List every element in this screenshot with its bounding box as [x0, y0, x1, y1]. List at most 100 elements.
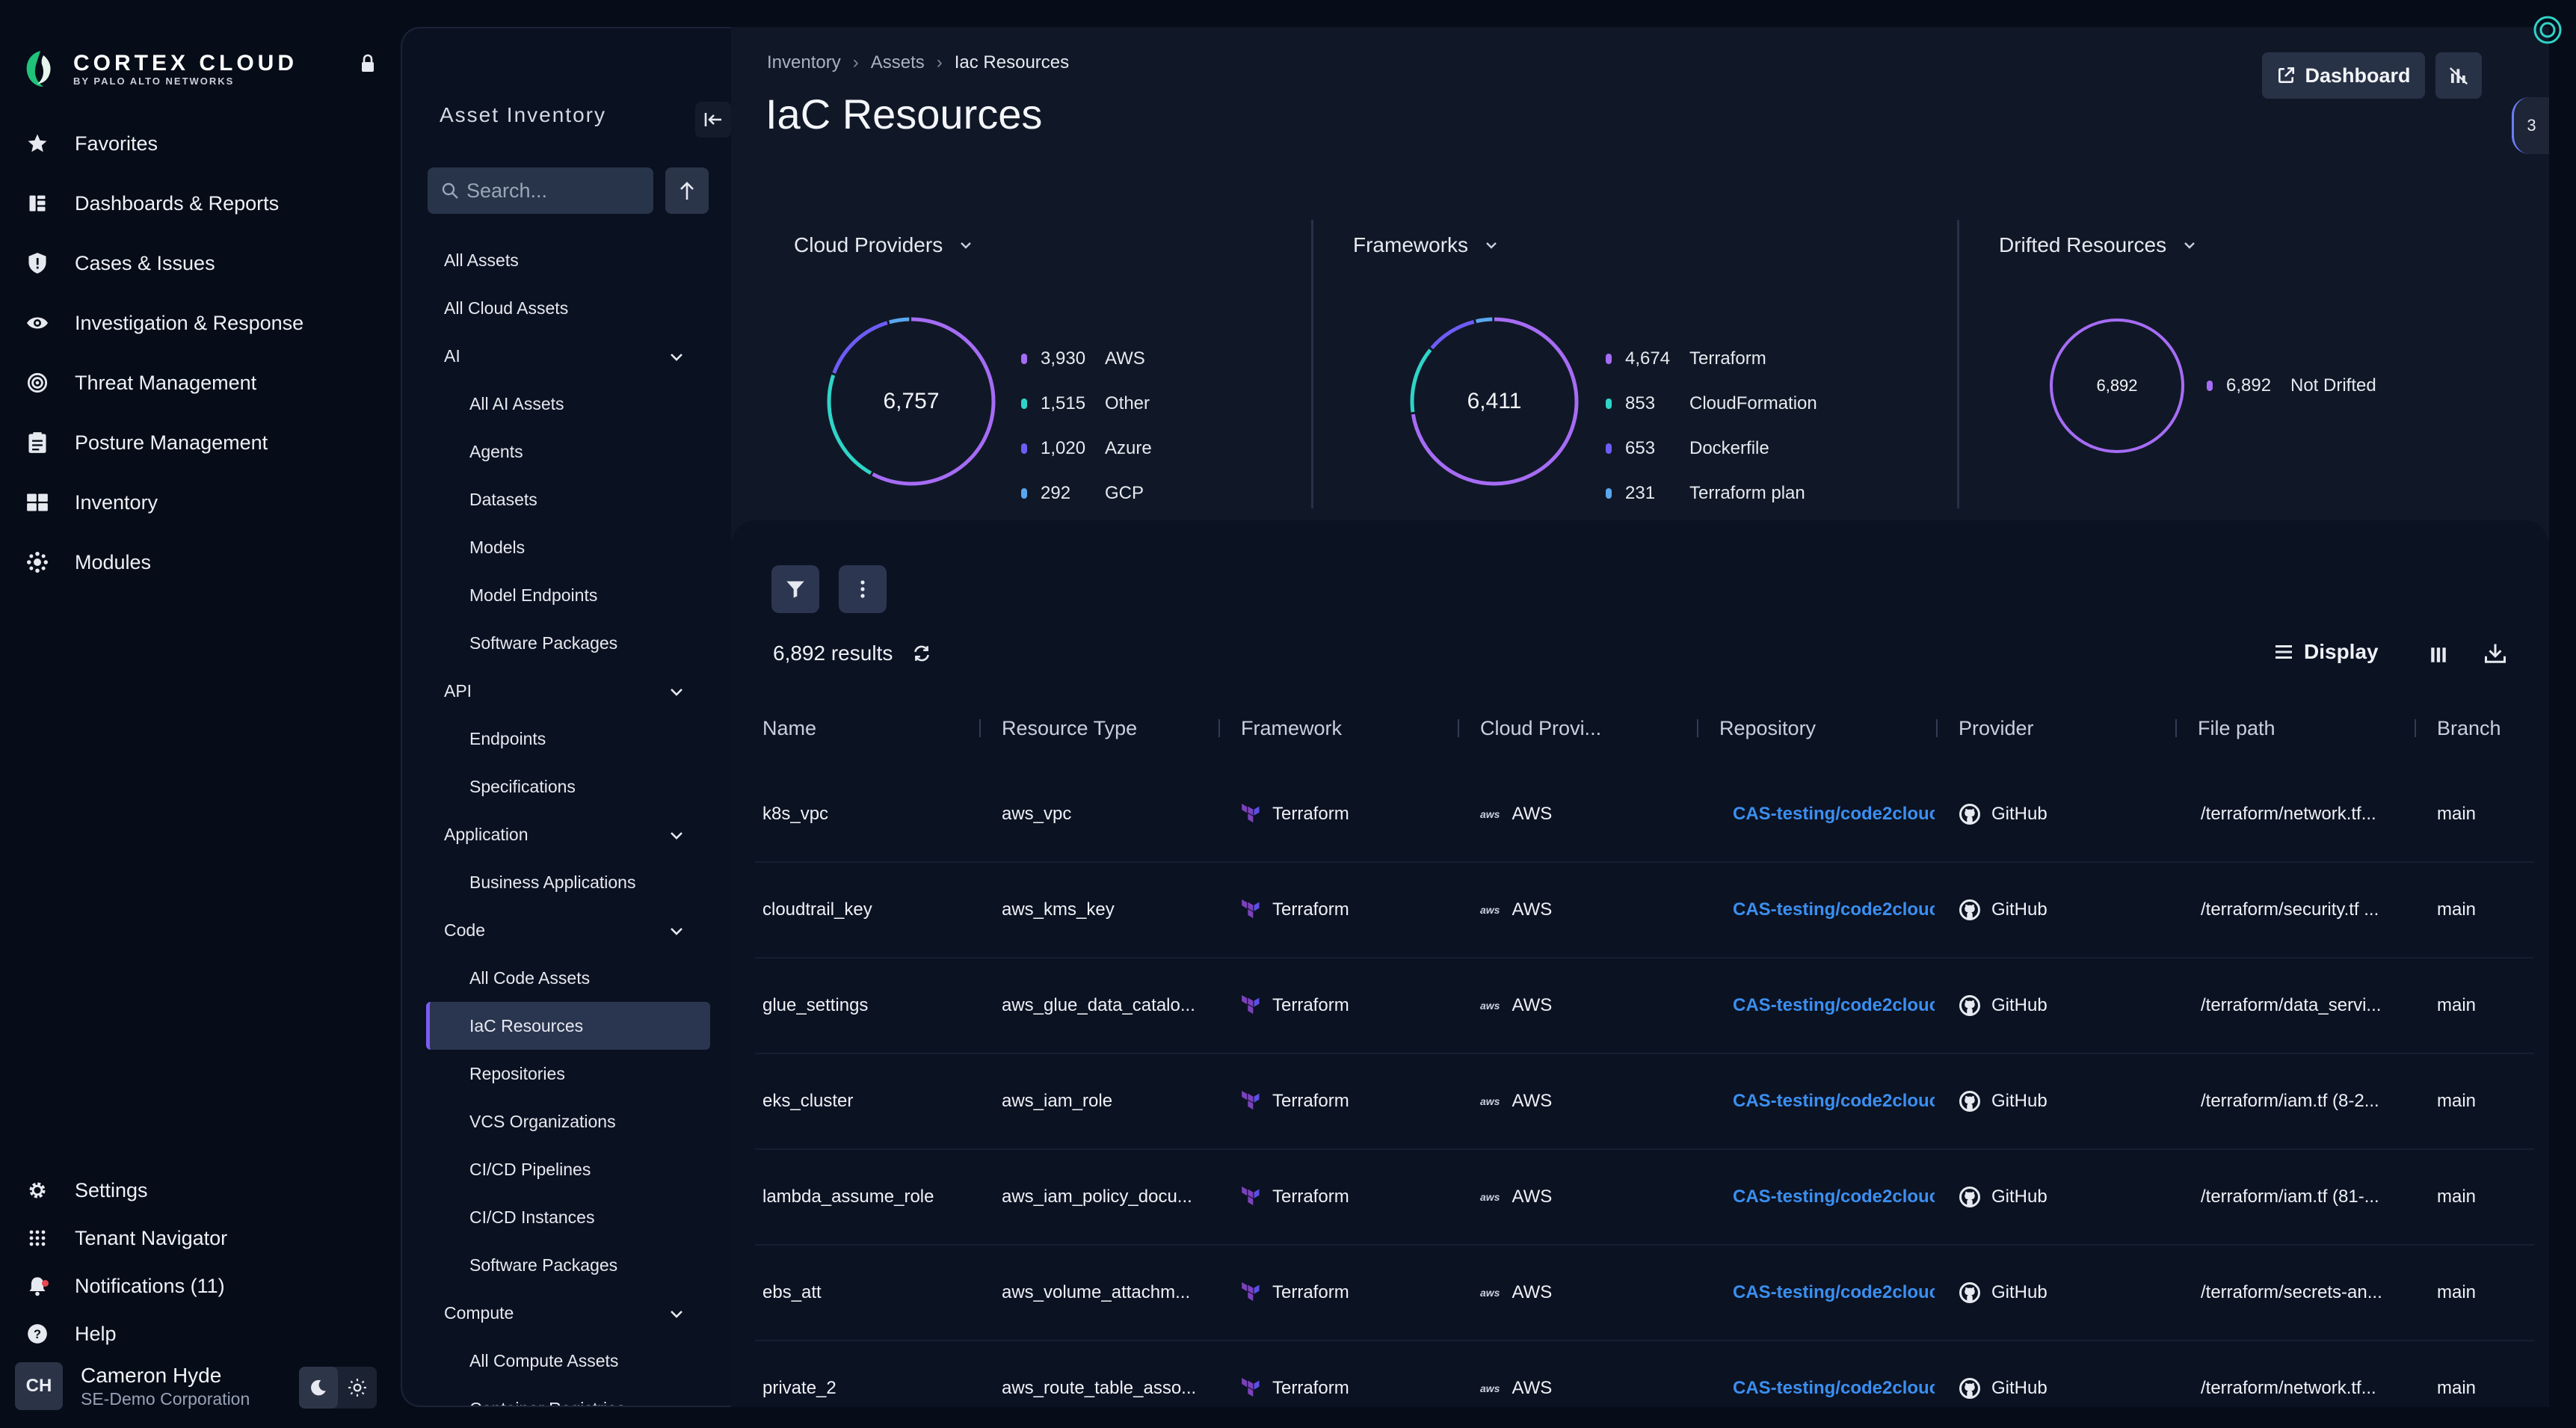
download-button[interactable] — [2480, 638, 2510, 668]
tree-item[interactable]: Repositories — [426, 1050, 710, 1098]
tree-item[interactable]: Business Applications — [426, 858, 710, 906]
cell-name[interactable]: cloudtrail_key — [762, 863, 987, 957]
chevron-down-icon[interactable] — [668, 1305, 685, 1322]
legend-item[interactable]: 1,515 Other — [1021, 381, 1152, 426]
column-resize-handle[interactable] — [1936, 719, 1938, 737]
drifted-resources-dropdown[interactable]: Drifted Resources — [1999, 233, 2198, 257]
tree-item[interactable]: AI — [426, 332, 710, 380]
column-header[interactable]: Cloud Provi... — [1480, 716, 1602, 739]
upload-button[interactable] — [665, 167, 709, 214]
tree-item[interactable]: Model Endpoints — [426, 571, 710, 619]
cell-name[interactable]: ebs_att — [762, 1246, 987, 1340]
legend-item[interactable]: 4,674 Terraform — [1606, 336, 1817, 381]
tree-item[interactable]: Container Registries — [426, 1385, 710, 1406]
chevron-down-icon[interactable] — [668, 923, 685, 939]
breadcrumb-inventory[interactable]: Inventory — [767, 52, 841, 73]
tree-item[interactable]: CI/CD Pipelines — [426, 1145, 710, 1193]
chevron-down-icon[interactable] — [668, 348, 685, 365]
hide-chart-button[interactable] — [2435, 52, 2482, 99]
legend-item[interactable]: 231 Terraform plan — [1606, 471, 1817, 516]
donut-slice-aws[interactable] — [827, 317, 996, 486]
tree-item[interactable]: Application — [426, 810, 710, 858]
column-resize-handle[interactable] — [2175, 719, 2177, 737]
donut-slice-other[interactable] — [827, 317, 996, 486]
legend-item[interactable]: 853 CloudFormation — [1606, 381, 1817, 426]
breadcrumb-assets[interactable]: Assets — [870, 52, 925, 73]
tree-item[interactable]: Specifications — [426, 763, 710, 810]
tree-item[interactable]: Code — [426, 906, 710, 954]
donut-slice-terraform[interactable] — [1410, 317, 1579, 486]
table-row[interactable]: private_2 aws_route_table_asso... Terrafor… — [755, 1341, 2534, 1407]
cell-name[interactable]: eks_cluster — [762, 1054, 987, 1148]
tree-item[interactable]: All Compute Assets — [426, 1337, 710, 1385]
more-options-button[interactable] — [839, 565, 887, 613]
nav-item-threat[interactable]: Threat Management — [24, 353, 383, 413]
column-header[interactable]: Resource Type — [1002, 716, 1138, 739]
nav-item-tenant-navigator[interactable]: Tenant Navigator — [24, 1214, 383, 1262]
column-resize-handle[interactable] — [2415, 719, 2416, 737]
nav-item-favorites[interactable]: Favorites — [24, 114, 383, 173]
cell-repo[interactable]: CAS-testing/code2clouc — [1733, 863, 1935, 957]
column-header[interactable]: File path — [2198, 716, 2275, 739]
side-drawer-tab[interactable]: 3 — [2512, 97, 2549, 154]
donut-slice-cloudformation[interactable] — [1410, 317, 1579, 486]
legend-item[interactable]: 1,020 Azure — [1021, 426, 1152, 471]
cell-name[interactable]: private_2 — [762, 1341, 987, 1407]
chevron-down-icon[interactable] — [668, 827, 685, 843]
dark-mode-button[interactable] — [299, 1367, 338, 1409]
column-header[interactable]: Branch — [2437, 716, 2501, 739]
table-row[interactable]: cloudtrail_key aws_kms_key Terraform aws AWS… — [755, 863, 2534, 958]
tree-item[interactable]: IaC Resources — [426, 1002, 710, 1050]
tree-item[interactable]: Datasets — [426, 476, 710, 523]
nav-item-help[interactable]: ? Help — [24, 1310, 383, 1358]
legend-item[interactable]: 6,892 Not Drifted — [2207, 363, 2376, 408]
table-row[interactable]: lambda_assume_role aws_iam_policy_docu...… — [755, 1150, 2534, 1246]
column-resize-handle[interactable] — [979, 719, 981, 737]
tree-item[interactable]: Software Packages — [426, 1241, 710, 1289]
filter-button[interactable] — [771, 565, 819, 613]
table-row[interactable]: glue_settings aws_glue_data_catalo... Terr… — [755, 958, 2534, 1054]
asset-search-input[interactable]: Search... — [428, 167, 653, 214]
lock-icon[interactable] — [359, 54, 377, 73]
tree-item[interactable]: CI/CD Instances — [426, 1193, 710, 1241]
cell-repo[interactable]: CAS-testing/code2clouc — [1733, 1054, 1935, 1148]
cell-repo[interactable]: CAS-testing/code2clouc — [1733, 1150, 1935, 1244]
table-row[interactable]: eks_cluster aws_iam_role Terraform aws AWS CA… — [755, 1054, 2534, 1150]
brand[interactable]: CORTEX CLOUD BY PALO ALTO NETWORKS — [21, 48, 298, 90]
cortex-assistant-icon[interactable] — [2533, 15, 2563, 45]
legend-item[interactable]: 3,930 AWS — [1021, 336, 1152, 381]
nav-item-settings[interactable]: Settings — [24, 1166, 383, 1214]
tree-item[interactable]: API — [426, 667, 710, 715]
cell-name[interactable]: lambda_assume_role — [762, 1150, 987, 1244]
nav-item-cases[interactable]: Cases & Issues — [24, 233, 383, 293]
cloud-providers-dropdown[interactable]: Cloud Providers — [794, 233, 974, 257]
tree-item[interactable]: Agents — [426, 428, 710, 476]
tree-item[interactable]: Software Packages — [426, 619, 710, 667]
tree-item[interactable]: VCS Organizations — [426, 1098, 710, 1145]
cell-repo[interactable]: CAS-testing/code2clouc — [1733, 1341, 1935, 1407]
frameworks-dropdown[interactable]: Frameworks — [1353, 233, 1500, 257]
tree-item[interactable]: All Code Assets — [426, 954, 710, 1002]
nav-item-investigation[interactable]: Investigation & Response — [24, 293, 383, 353]
table-row[interactable]: ebs_att aws_volume_attachm... Terraform aws… — [755, 1246, 2534, 1341]
tree-item[interactable]: All Assets — [426, 236, 710, 284]
nav-item-inventory[interactable]: Inventory — [24, 473, 383, 532]
tree-item[interactable]: Models — [426, 523, 710, 571]
refresh-icon[interactable] — [912, 644, 931, 663]
nav-item-dashboards[interactable]: Dashboards & Reports — [24, 173, 383, 233]
column-header[interactable]: Provider — [1959, 716, 2034, 739]
legend-item[interactable]: 292 GCP — [1021, 471, 1152, 516]
cell-name[interactable]: glue_settings — [762, 958, 987, 1053]
tree-item[interactable]: Compute — [426, 1289, 710, 1337]
chevron-down-icon[interactable] — [668, 683, 685, 700]
column-resize-handle[interactable] — [1458, 719, 1459, 737]
columns-button[interactable] — [2424, 640, 2453, 670]
cell-name[interactable]: k8s_vpc — [762, 767, 987, 861]
collapse-panel-button[interactable] — [695, 102, 731, 138]
tree-item[interactable]: All AI Assets — [426, 380, 710, 428]
table-row[interactable]: k8s_vpc aws_vpc Terraform aws AWS CAS-testing… — [755, 767, 2534, 863]
tree-item[interactable]: All Cloud Assets — [426, 284, 710, 332]
column-header[interactable]: Name — [762, 716, 817, 739]
cell-repo[interactable]: CAS-testing/code2clouc — [1733, 1246, 1935, 1340]
light-mode-button[interactable] — [338, 1367, 377, 1409]
